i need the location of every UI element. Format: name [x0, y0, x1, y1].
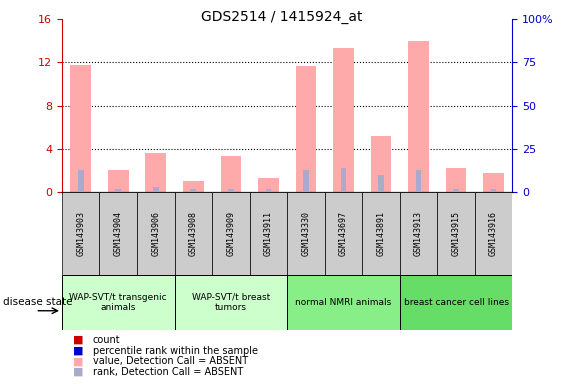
FancyBboxPatch shape [137, 192, 175, 275]
Text: ■: ■ [73, 356, 84, 366]
Text: GDS2514 / 1415924_at: GDS2514 / 1415924_at [201, 10, 362, 23]
Bar [153, 187, 159, 192]
Text: GSM143916: GSM143916 [489, 211, 498, 256]
Text: rank, Detection Call = ABSENT: rank, Detection Call = ABSENT [93, 367, 243, 377]
Bar [378, 175, 384, 192]
Text: ■: ■ [73, 335, 84, 345]
Text: GSM143697: GSM143697 [339, 211, 348, 256]
Bar [453, 189, 459, 192]
Text: normal NMRI animals: normal NMRI animals [296, 298, 391, 307]
Text: percentile rank within the sample: percentile rank within the sample [93, 346, 258, 356]
Text: GSM143330: GSM143330 [301, 211, 310, 256]
Bar [115, 189, 121, 192]
FancyBboxPatch shape [287, 192, 325, 275]
Text: GSM143906: GSM143906 [151, 211, 160, 256]
Text: disease state: disease state [3, 297, 72, 308]
FancyBboxPatch shape [400, 192, 437, 275]
FancyBboxPatch shape [62, 192, 100, 275]
Text: count: count [93, 335, 120, 345]
FancyBboxPatch shape [212, 192, 249, 275]
FancyBboxPatch shape [287, 275, 400, 330]
Bar [341, 168, 346, 192]
FancyBboxPatch shape [62, 275, 175, 330]
Text: ■: ■ [73, 346, 84, 356]
FancyBboxPatch shape [325, 192, 362, 275]
FancyBboxPatch shape [100, 192, 137, 275]
Text: breast cancer cell lines: breast cancer cell lines [404, 298, 508, 307]
Bar [491, 189, 497, 192]
Text: ■: ■ [73, 367, 84, 377]
Bar [190, 189, 196, 192]
Text: GSM143911: GSM143911 [264, 211, 273, 256]
Bar [483, 172, 504, 192]
Bar [258, 178, 279, 192]
Text: GSM143915: GSM143915 [452, 211, 461, 256]
Text: WAP-SVT/t breast
tumors: WAP-SVT/t breast tumors [192, 293, 270, 312]
Bar [266, 189, 271, 192]
FancyBboxPatch shape [175, 275, 287, 330]
Bar [183, 181, 204, 192]
FancyBboxPatch shape [175, 192, 212, 275]
Text: GSM143908: GSM143908 [189, 211, 198, 256]
Text: value, Detection Call = ABSENT: value, Detection Call = ABSENT [93, 356, 248, 366]
Text: GSM143913: GSM143913 [414, 211, 423, 256]
FancyBboxPatch shape [400, 275, 512, 330]
Bar [78, 170, 83, 192]
Text: GSM143909: GSM143909 [226, 211, 235, 256]
Bar [303, 170, 309, 192]
Bar [221, 156, 241, 192]
Bar [70, 65, 91, 192]
Bar [108, 170, 128, 192]
FancyBboxPatch shape [249, 192, 287, 275]
FancyBboxPatch shape [362, 192, 400, 275]
Bar [145, 153, 166, 192]
Bar [333, 48, 354, 192]
Bar [408, 41, 429, 192]
Bar [446, 168, 466, 192]
Text: WAP-SVT/t transgenic
animals: WAP-SVT/t transgenic animals [69, 293, 167, 312]
Bar [415, 170, 421, 192]
Bar [296, 66, 316, 192]
Bar [370, 136, 391, 192]
Bar [228, 189, 234, 192]
Text: GSM143903: GSM143903 [76, 211, 85, 256]
FancyBboxPatch shape [437, 192, 475, 275]
Text: GSM143891: GSM143891 [377, 211, 386, 256]
Text: GSM143904: GSM143904 [114, 211, 123, 256]
FancyBboxPatch shape [475, 192, 512, 275]
